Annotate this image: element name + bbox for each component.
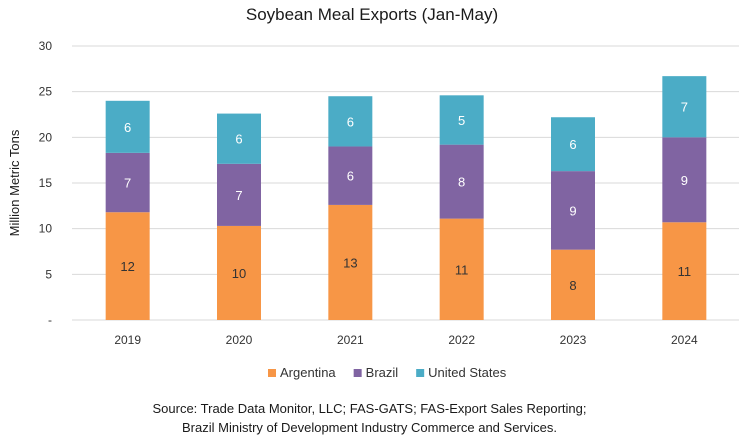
data-label: 12 bbox=[120, 259, 134, 274]
bar-segment-united-states bbox=[439, 95, 484, 145]
data-label: 13 bbox=[343, 255, 357, 270]
bar-segment-argentina bbox=[328, 204, 373, 320]
data-label: 7 bbox=[681, 100, 688, 115]
bar-segment-brazil bbox=[551, 171, 595, 250]
x-tick-label: 2019 bbox=[114, 333, 141, 347]
legend-swatch bbox=[416, 369, 425, 377]
data-label: 11 bbox=[678, 264, 692, 279]
bar-segment-united-states bbox=[217, 113, 261, 164]
legend: Argentina Brazil United States bbox=[268, 365, 507, 380]
bar-segment-brazil bbox=[105, 152, 150, 213]
x-axis-ticks: 2019 2020 2021 2022 2023 2024 bbox=[114, 333, 698, 347]
y-tick-label: 5 bbox=[45, 267, 52, 281]
bar-segment-brazil bbox=[662, 137, 707, 223]
data-label: 7 bbox=[124, 176, 131, 191]
data-label: 6 bbox=[347, 114, 354, 129]
data-label: 6 bbox=[124, 120, 131, 135]
source-line-2: Brazil Ministry of Development Industry … bbox=[182, 420, 557, 435]
y-tick-label: 10 bbox=[39, 222, 53, 236]
bar-segment-argentina bbox=[105, 212, 150, 320]
data-label: 7 bbox=[235, 188, 242, 203]
x-tick-label: 2021 bbox=[337, 333, 364, 347]
x-tick-label: 2023 bbox=[560, 333, 587, 347]
legend-label: United States bbox=[428, 365, 507, 380]
x-tick-label: 2024 bbox=[671, 333, 698, 347]
bar-segment-brazil bbox=[328, 146, 373, 205]
data-label: 9 bbox=[681, 173, 688, 188]
bar-segment-brazil bbox=[217, 163, 261, 226]
y-axis-label: Million Metric Tons bbox=[7, 129, 22, 236]
x-tick-label: 2022 bbox=[448, 333, 475, 347]
data-label: 11 bbox=[455, 262, 469, 277]
data-label: 6 bbox=[569, 137, 576, 152]
chart-title: Soybean Meal Exports (Jan-May) bbox=[246, 5, 498, 24]
bar-segment-argentina bbox=[439, 218, 484, 320]
legend-swatch bbox=[268, 369, 276, 377]
data-label: 8 bbox=[569, 278, 576, 293]
data-label: 9 bbox=[569, 203, 576, 218]
data-label: 6 bbox=[235, 132, 242, 147]
source-note: Source: Trade Data Monitor, LLC; FAS-GAT… bbox=[0, 399, 739, 437]
legend-label: Argentina bbox=[280, 365, 336, 380]
bar-segment-argentina bbox=[551, 249, 595, 320]
y-tick-label: 15 bbox=[39, 176, 53, 190]
legend-label: Brazil bbox=[366, 365, 399, 380]
bar-segment-united-states bbox=[551, 117, 595, 172]
y-tick-label: - bbox=[48, 313, 52, 327]
y-tick-label: 20 bbox=[39, 130, 53, 144]
data-label: 6 bbox=[347, 169, 354, 184]
bar-segment-united-states bbox=[328, 96, 373, 147]
bar-segment-argentina bbox=[217, 225, 261, 320]
legend-swatch bbox=[353, 369, 362, 377]
source-line-1: Source: Trade Data Monitor, LLC; FAS-GAT… bbox=[152, 401, 587, 416]
y-axis-ticks: - 5 10 15 20 25 30 bbox=[39, 39, 53, 327]
bar-segment-united-states bbox=[662, 76, 707, 138]
bar-segment-argentina bbox=[662, 222, 707, 320]
data-label: 8 bbox=[458, 175, 465, 190]
gridlines bbox=[72, 45, 739, 321]
data-label: 5 bbox=[458, 113, 465, 128]
x-tick-label: 2020 bbox=[226, 333, 253, 347]
y-tick-label: 25 bbox=[39, 85, 53, 99]
bar-segment-brazil bbox=[439, 144, 484, 219]
y-tick-label: 30 bbox=[39, 39, 53, 53]
bars: 12 7 6 10 7 6 13 6 6 11 8 5 8 9 6 11 9 7 bbox=[105, 76, 707, 320]
data-label: 10 bbox=[232, 266, 246, 281]
bar-segment-united-states bbox=[105, 100, 150, 153]
